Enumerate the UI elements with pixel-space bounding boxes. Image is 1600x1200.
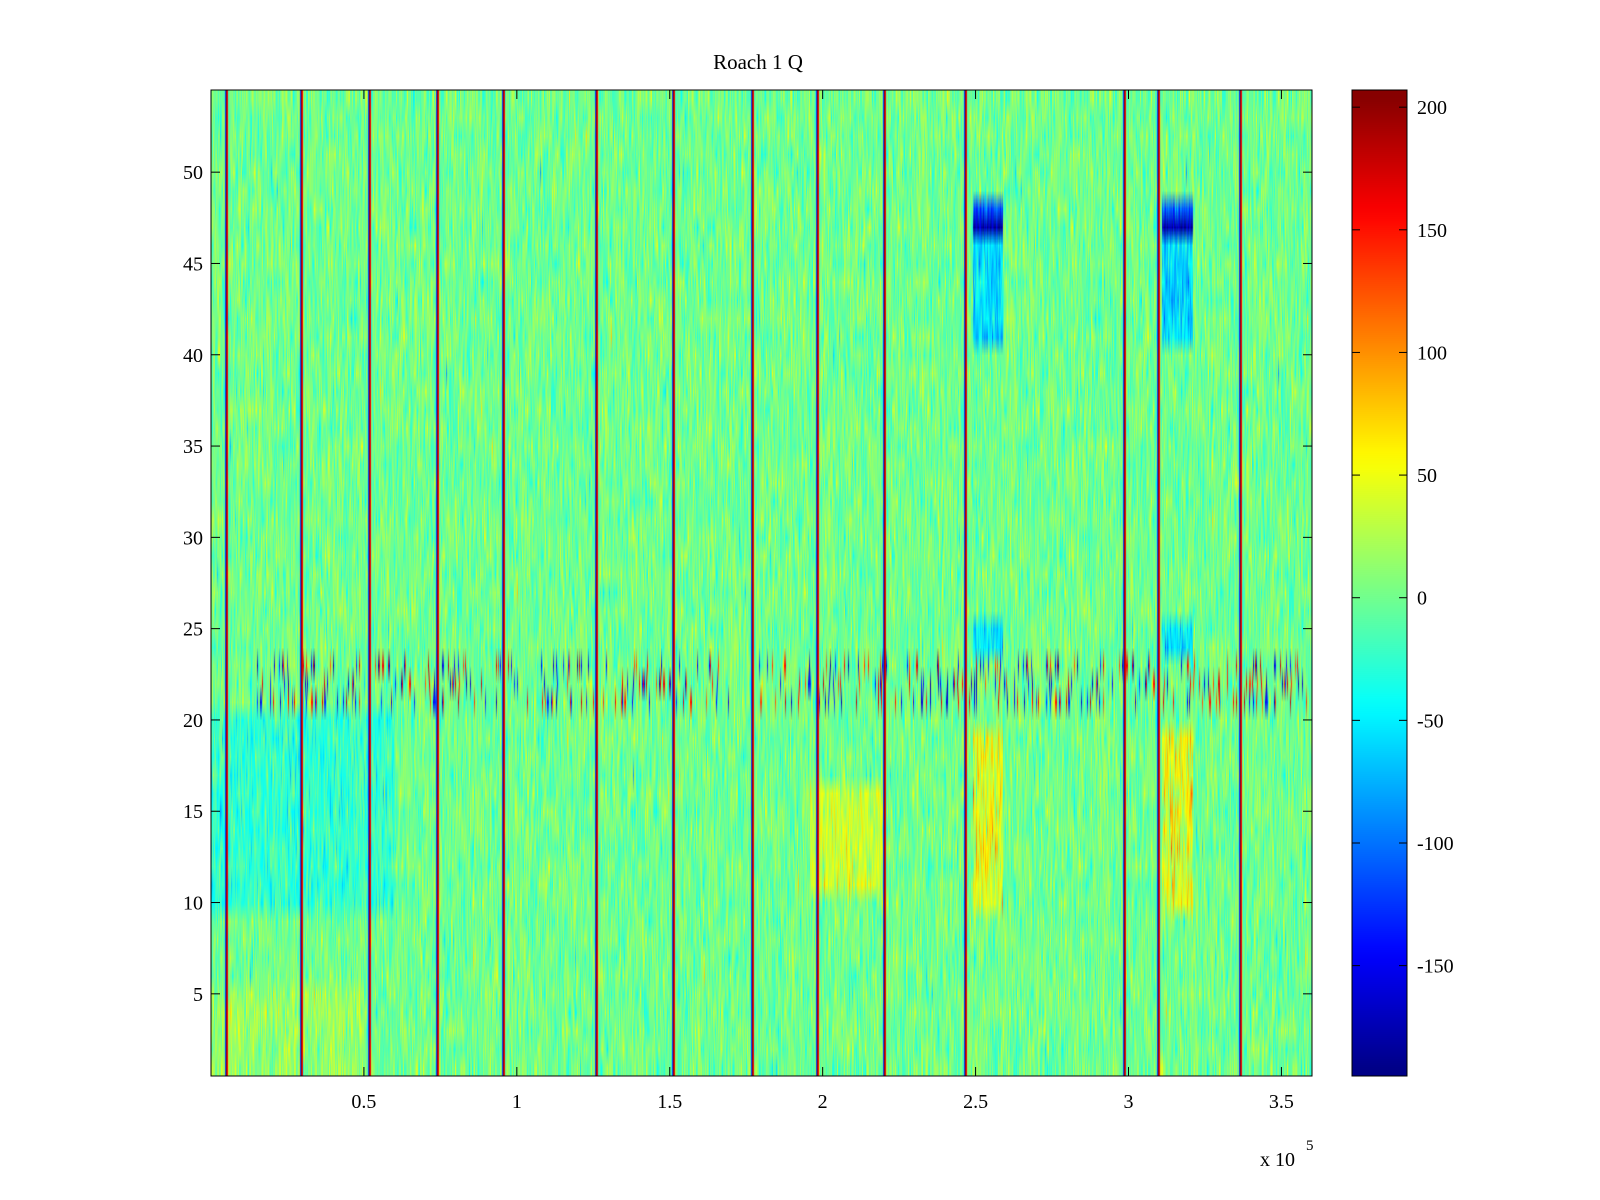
x-axis: 0.5 1 1.5 2 2.5 3 3.5 [351, 90, 1294, 1113]
x-tick-label: 0.5 [351, 1091, 376, 1113]
y-tick-label: 5 [193, 984, 203, 1006]
colorbar-gradient [1352, 90, 1407, 1076]
colorbar-tick-label: 100 [1417, 342, 1447, 364]
chart-title: Roach 1 Q [713, 50, 803, 74]
y-tick-label: 35 [183, 436, 203, 458]
x-tick-label: 1 [512, 1091, 522, 1113]
colorbar-tick-label: -150 [1417, 956, 1454, 978]
y-axis: 5 10 15 20 25 30 35 40 45 50 [183, 162, 1312, 1006]
colorbar-tick-label: -100 [1417, 833, 1454, 855]
x-tick-label: 2.5 [963, 1091, 988, 1113]
y-tick-label: 10 [183, 893, 203, 915]
y-tick-label: 50 [183, 162, 203, 184]
colorbar-frame [1351, 89, 1408, 1077]
y-tick-label: 30 [183, 527, 203, 549]
x-exponent-power: 5 [1306, 1138, 1314, 1154]
heatmap-image [211, 90, 1312, 1076]
y-tick-label: 45 [183, 253, 203, 275]
colorbar: 200 150 100 50 0 -50 -100 -150 [1351, 89, 1454, 1077]
y-tick-label: 25 [183, 619, 203, 641]
x-tick-label: 1.5 [657, 1091, 682, 1113]
colorbar-tick-label: 150 [1417, 220, 1447, 242]
x-tick-label: 3 [1124, 1091, 1134, 1113]
plot-area [210, 89, 1313, 1077]
y-tick-label: 20 [183, 710, 203, 732]
colorbar-tick-label: 0 [1417, 588, 1427, 610]
x-tick-label: 3.5 [1269, 1091, 1294, 1113]
y-tick-label: 40 [183, 345, 203, 367]
colorbar-tick-label: -50 [1417, 710, 1444, 732]
y-tick-label: 15 [183, 801, 203, 823]
x-tick-label: 2 [818, 1091, 828, 1113]
colorbar-tick-label: 200 [1417, 97, 1447, 119]
colorbar-ticks: 200 150 100 50 0 -50 -100 -150 [1352, 97, 1454, 978]
x-exponent-label: x 10 [1260, 1149, 1295, 1171]
colorbar-tick-label: 50 [1417, 465, 1437, 487]
plot-frame [210, 89, 1313, 1077]
